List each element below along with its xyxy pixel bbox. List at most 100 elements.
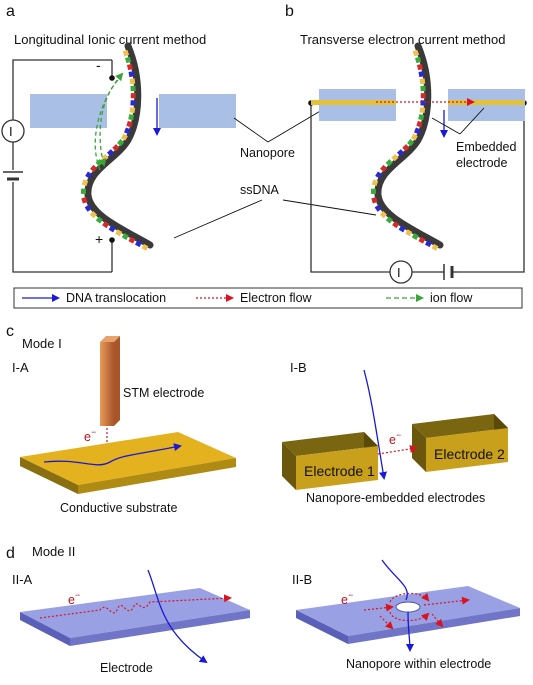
electrode-1-block xyxy=(282,432,378,490)
embedded-label-1: Embedded xyxy=(456,140,517,154)
dna-base xyxy=(85,171,93,179)
legend: DNA translocation Electron flow ion flow xyxy=(13,287,523,309)
dna-base xyxy=(407,138,415,147)
electrode-plus-dot xyxy=(109,237,115,243)
dna-base xyxy=(122,49,130,57)
dna-base xyxy=(371,179,379,186)
dna-base xyxy=(424,240,432,248)
dna-base xyxy=(416,63,423,71)
panel-label-d: d xyxy=(6,545,15,562)
nanopore-hole xyxy=(395,601,421,613)
dna-base xyxy=(108,225,116,233)
conductive-label: Conductive substrate xyxy=(60,501,177,515)
dna-base xyxy=(410,133,418,141)
dna-base xyxy=(405,229,413,237)
dna-base xyxy=(121,233,129,240)
dna-base xyxy=(418,114,425,121)
dna-translocation-arrow-iib-top xyxy=(381,559,408,601)
ssdna-leader-a xyxy=(173,199,263,239)
dna-base xyxy=(385,216,393,224)
dna-base xyxy=(414,127,421,135)
dna-base xyxy=(84,204,92,212)
dna-base xyxy=(126,63,133,71)
panel-c-title: Mode I xyxy=(22,336,62,351)
dna-base xyxy=(411,233,419,240)
label-i-a: I-A xyxy=(12,360,29,375)
dna-translocation-arrow-iia xyxy=(147,569,208,664)
electrode-2-block xyxy=(412,414,508,472)
ion-flow-arrow-2 xyxy=(94,72,124,171)
electrode-2-label: Electrode 2 xyxy=(434,446,505,462)
dna-base xyxy=(415,56,422,64)
electron-label-4: e− xyxy=(341,590,353,607)
embedded-leader-a xyxy=(459,107,485,135)
dna-base xyxy=(379,211,388,219)
dna-base xyxy=(391,154,399,162)
dna-base xyxy=(125,56,132,64)
dna-base xyxy=(380,164,388,173)
dna-base xyxy=(95,216,103,224)
electrode-label: Electrode xyxy=(100,661,153,675)
battery-b-icon xyxy=(438,264,460,280)
dna-base xyxy=(420,85,426,92)
panel-b-title: Transverse electron current method xyxy=(300,32,505,47)
membrane-left-a xyxy=(30,94,107,128)
circuit-a xyxy=(12,59,113,273)
dna-base xyxy=(115,229,123,237)
dna-base xyxy=(375,171,383,179)
dna-base xyxy=(141,243,149,251)
dna-base xyxy=(90,164,98,173)
dna-base xyxy=(420,100,426,106)
dna-base xyxy=(412,49,420,57)
dna-base xyxy=(416,120,423,128)
ammeter-a: I xyxy=(1,119,25,143)
dna-base xyxy=(402,144,410,152)
dna-base xyxy=(134,240,142,248)
legend-box xyxy=(13,287,523,309)
embedded-electrode-right xyxy=(448,100,524,105)
stm-electrode xyxy=(100,336,120,426)
panel-a-title: Longitudinal Ionic current method xyxy=(14,32,206,47)
dna-base xyxy=(112,144,120,152)
ammeter-b: I xyxy=(389,260,413,284)
dna-base xyxy=(418,71,425,78)
nanopore-embedded-label: Nanopore-embedded electrodes xyxy=(306,491,485,505)
dna-base xyxy=(370,188,376,194)
stm-label: STM electrode xyxy=(123,386,204,400)
dna-base xyxy=(117,138,125,147)
electrode-plate-iia xyxy=(20,588,250,646)
battery-a-icon xyxy=(3,170,23,182)
panel-label-b: b xyxy=(285,3,294,20)
label-ii-a: II-A xyxy=(12,572,33,587)
panel-label-c: c xyxy=(6,323,14,340)
dna-translocation-arrow-ib xyxy=(363,369,387,480)
embedded-electrode-left xyxy=(311,100,396,105)
panel-label-a: a xyxy=(6,3,15,20)
dna-base xyxy=(419,78,426,85)
dna-base xyxy=(392,221,400,229)
dna-base xyxy=(419,107,426,114)
nanopore-leader-a xyxy=(233,117,269,143)
nanopore-leader-b xyxy=(267,109,323,143)
ssdna-label: ssDNA xyxy=(240,183,280,197)
dna-base xyxy=(396,149,405,157)
ammeter-b-label: I xyxy=(397,265,401,280)
legend-label: DNA translocation xyxy=(66,291,166,305)
dna-base xyxy=(129,107,136,114)
plus-sign: + xyxy=(95,231,103,247)
dna-base xyxy=(102,221,110,229)
dna-base xyxy=(129,78,136,85)
dna-base xyxy=(431,243,439,251)
embedded-leader-b xyxy=(431,117,461,135)
embedded-label-2: electrode xyxy=(456,156,507,170)
nanopore-within-label: Nanopore within electrode xyxy=(346,657,491,671)
dna-base xyxy=(128,71,135,78)
dna-base xyxy=(130,85,136,92)
electron-label-1: e− xyxy=(84,427,96,444)
legend-label: ion flow xyxy=(430,291,473,305)
dna-base xyxy=(130,93,136,99)
dna-base xyxy=(80,188,86,194)
electron-label-2: e− xyxy=(389,430,401,447)
ammeter-a-label: I xyxy=(9,124,13,139)
dna-base xyxy=(106,149,115,157)
